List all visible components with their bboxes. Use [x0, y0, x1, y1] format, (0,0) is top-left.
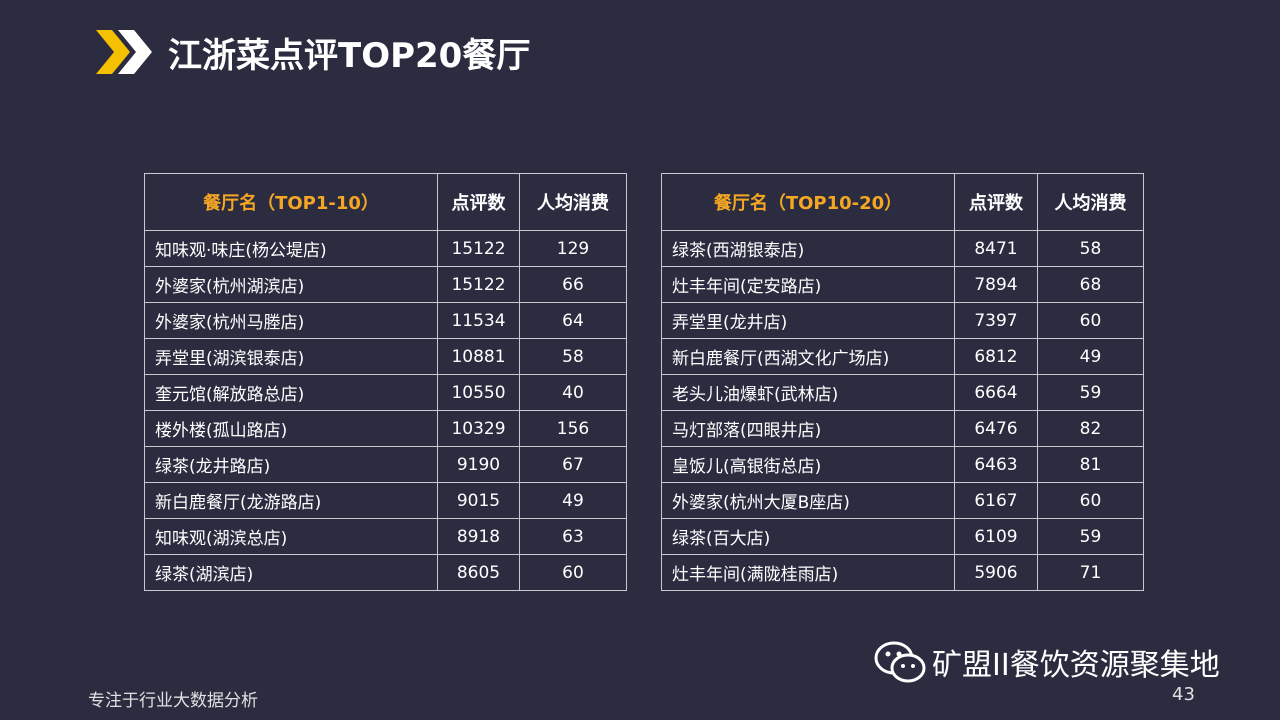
row: 皇饭儿(高银街总店) 6463 81 — [661, 446, 1144, 483]
cell: 60 — [519, 554, 627, 591]
cell: 63 — [519, 518, 627, 555]
cell: 59 — [1037, 518, 1144, 555]
row: 楼外楼(孤山路店) 10329 156 — [144, 410, 627, 447]
row: 绿茶(龙井路店) 9190 67 — [144, 446, 627, 483]
row: 老头儿油爆虾(武林店) 6664 59 — [661, 374, 1144, 411]
cell: 弄堂里(湖滨银泰店) — [144, 338, 438, 375]
row: 新白鹿餐厅(龙游路店) 9015 49 — [144, 482, 627, 519]
cell: 皇饭儿(高银街总店) — [661, 446, 955, 483]
cell: 82 — [1037, 410, 1144, 447]
row: 绿茶(百大店) 6109 59 — [661, 518, 1144, 555]
row: 弄堂里(龙井店) 7397 60 — [661, 302, 1144, 339]
row: 外婆家(杭州马塍店) 11534 64 — [144, 302, 627, 339]
cell: 60 — [1037, 482, 1144, 519]
cell: 66 — [519, 266, 627, 303]
table: 餐厅名（TOP10-20） 点评数 人均消费 绿茶(西湖银泰店) 8471 58 灶丰年间(… — [661, 173, 1144, 591]
cell: 49 — [1037, 338, 1144, 375]
cell: 知味观(湖滨总店) — [144, 518, 438, 555]
cell: 8471 — [954, 230, 1038, 267]
header-row: 餐厅名（TOP1-10） 点评数 人均消费 — [144, 173, 627, 231]
cell: 68 — [1037, 266, 1144, 303]
row: 外婆家(杭州大厦B座店) 6167 60 — [661, 482, 1144, 519]
header-cell: 人均消费 — [519, 173, 627, 231]
row: 外婆家(杭州湖滨店) 15122 66 — [144, 266, 627, 303]
cell: 楼外楼(孤山路店) — [144, 410, 438, 447]
cell: 8605 — [437, 554, 520, 591]
cell: 新白鹿餐厅(西湖文化广场店) — [661, 338, 955, 375]
cell: 15122 — [437, 230, 520, 267]
row: 奎元馆(解放路总店) 10550 40 — [144, 374, 627, 411]
cell: 15122 — [437, 266, 520, 303]
cell: 5906 — [954, 554, 1038, 591]
cell: 11534 — [437, 302, 520, 339]
watermark: 矿盟II餐饮资源聚集地 — [932, 648, 1220, 683]
table: 餐厅名（TOP1-10） 点评数 人均消费 知味观·味庄(杨公堤店) 15122 129 外… — [144, 173, 627, 591]
cell: 8918 — [437, 518, 520, 555]
cell: 灶丰年间(满陇桂雨店) — [661, 554, 955, 591]
cell: 马灯部落(四眼井店) — [661, 410, 955, 447]
cell: 49 — [519, 482, 627, 519]
cell: 外婆家(杭州湖滨店) — [144, 266, 438, 303]
header-cell: 餐厅名（TOP10-20） — [661, 173, 955, 231]
header-cell: 点评数 — [954, 173, 1038, 231]
cell: 6812 — [954, 338, 1038, 375]
row: 知味观·味庄(杨公堤店) 15122 129 — [144, 230, 627, 267]
cell: 新白鹿餐厅(龙游路店) — [144, 482, 438, 519]
cell: 弄堂里(龙井店) — [661, 302, 955, 339]
footer: 专注于行业大数据分析 — [88, 691, 258, 711]
header-cell: 餐厅名（TOP1-10） — [144, 173, 438, 231]
header-cell: 人均消费 — [1037, 173, 1144, 231]
cell: 老头儿油爆虾(武林店) — [661, 374, 955, 411]
page-number: 43 — [1172, 684, 1195, 705]
cell: 6109 — [954, 518, 1038, 555]
header-cell: 点评数 — [437, 173, 520, 231]
cell: 81 — [1037, 446, 1144, 483]
row: 绿茶(西湖银泰店) 8471 58 — [661, 230, 1144, 267]
cell: 59 — [1037, 374, 1144, 411]
row: 弄堂里(湖滨银泰店) 10881 58 — [144, 338, 627, 375]
title: 江浙菜点评TOP20餐厅 — [168, 36, 531, 76]
row: 灶丰年间(满陇桂雨店) 5906 71 — [661, 554, 1144, 591]
cell: 10329 — [437, 410, 520, 447]
cell: 绿茶(西湖银泰店) — [661, 230, 955, 267]
wechat-icon — [874, 641, 926, 683]
cell: 外婆家(杭州马塍店) — [144, 302, 438, 339]
cell: 10550 — [437, 374, 520, 411]
cell: 绿茶(龙井路店) — [144, 446, 438, 483]
cell: 64 — [519, 302, 627, 339]
cell: 6476 — [954, 410, 1038, 447]
cell: 60 — [1037, 302, 1144, 339]
row: 知味观(湖滨总店) 8918 63 — [144, 518, 627, 555]
cell: 67 — [519, 446, 627, 483]
cell: 7894 — [954, 266, 1038, 303]
cell: 156 — [519, 410, 627, 447]
cell: 绿茶(湖滨店) — [144, 554, 438, 591]
chevron-icon — [96, 30, 152, 74]
cell: 10881 — [437, 338, 520, 375]
cell: 9015 — [437, 482, 520, 519]
cell: 9190 — [437, 446, 520, 483]
row: 马灯部落(四眼井店) 6476 82 — [661, 410, 1144, 447]
cell: 58 — [1037, 230, 1144, 267]
cell: 6463 — [954, 446, 1038, 483]
cell: 灶丰年间(定安路店) — [661, 266, 955, 303]
cell: 外婆家(杭州大厦B座店) — [661, 482, 955, 519]
cell: 58 — [519, 338, 627, 375]
cell: 71 — [1037, 554, 1144, 591]
cell: 129 — [519, 230, 627, 267]
row: 绿茶(湖滨店) 8605 60 — [144, 554, 627, 591]
cell: 6664 — [954, 374, 1038, 411]
cell: 知味观·味庄(杨公堤店) — [144, 230, 438, 267]
row: 灶丰年间(定安路店) 7894 68 — [661, 266, 1144, 303]
row: 新白鹿餐厅(西湖文化广场店) 6812 49 — [661, 338, 1144, 375]
cell: 7397 — [954, 302, 1038, 339]
cell: 6167 — [954, 482, 1038, 519]
cell: 40 — [519, 374, 627, 411]
cell: 绿茶(百大店) — [661, 518, 955, 555]
header-row: 餐厅名（TOP10-20） 点评数 人均消费 — [661, 173, 1144, 231]
cell: 奎元馆(解放路总店) — [144, 374, 438, 411]
